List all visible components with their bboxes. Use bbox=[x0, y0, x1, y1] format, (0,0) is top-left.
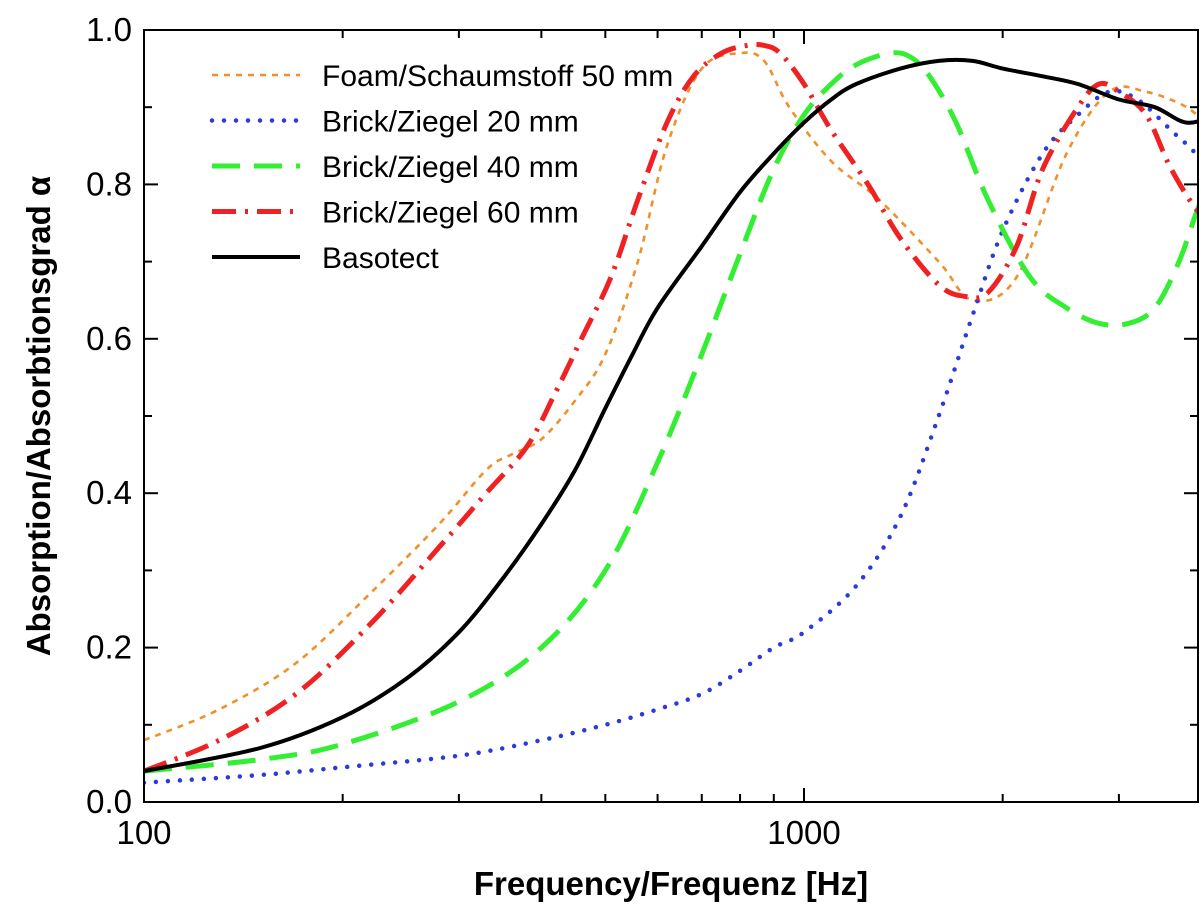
x-axis-title: Frequency/Frequenz [Hz] bbox=[474, 865, 868, 902]
series-line-foam-schaumstoff-50-mm bbox=[144, 51, 1198, 742]
y-tick-label: 0.8 bbox=[86, 165, 132, 202]
y-tick-label: 0.6 bbox=[86, 320, 132, 357]
series-line-basotect bbox=[144, 57, 1198, 774]
legend-label-foam-schaumstoff-50-mm: Foam/Schaumstoff 50 mm bbox=[322, 60, 673, 93]
x-tick-label: 1000 bbox=[767, 814, 840, 851]
y-tick-label: 1.0 bbox=[86, 11, 132, 48]
series-layer bbox=[144, 42, 1198, 785]
legend-label-brick-ziegel-40-mm: Brick/Ziegel 40 mm bbox=[322, 151, 579, 184]
legend-label-brick-ziegel-60-mm: Brick/Ziegel 60 mm bbox=[322, 197, 579, 230]
series-line-brick-ziegel-20-mm bbox=[144, 88, 1198, 785]
legend-label-brick-ziegel-20-mm: Brick/Ziegel 20 mm bbox=[322, 106, 579, 139]
y-tick-label: 0.2 bbox=[86, 629, 132, 666]
y-tick-label: 0.0 bbox=[86, 783, 132, 820]
series-line-brick-ziegel-60-mm bbox=[144, 42, 1198, 774]
y-tick-label: 0.4 bbox=[86, 474, 132, 511]
y-axis-title: Absorption/Absorbtionsgrad α bbox=[20, 176, 57, 656]
legend-label-basotect: Basotect bbox=[322, 242, 439, 275]
series-line-brick-ziegel-40-mm bbox=[144, 50, 1198, 774]
legend: Foam/Schaumstoff 50 mm Brick/Ziegel 20 mm… bbox=[209, 60, 673, 275]
tick-layer: 0.0 0.2 0.4 0.6 0.8 1.0 100 1000 bbox=[86, 11, 1198, 851]
x-tick-label: 100 bbox=[116, 814, 171, 851]
